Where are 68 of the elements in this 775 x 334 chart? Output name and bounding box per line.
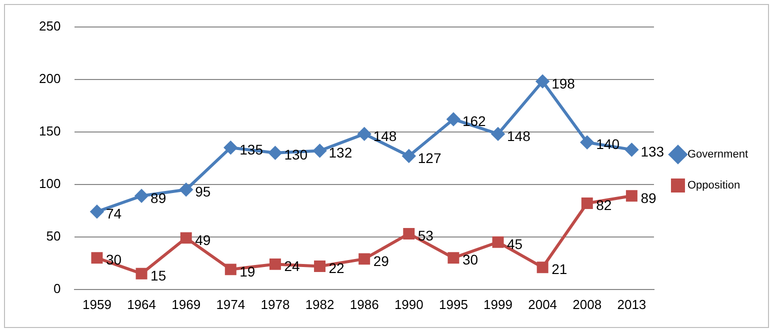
point: [313, 144, 326, 158]
point: [224, 264, 236, 276]
data-label: 148: [507, 128, 531, 144]
point: [91, 252, 103, 264]
data-label: 45: [507, 236, 523, 252]
data-label: 29: [373, 252, 390, 269]
y-tick-label: 150: [38, 123, 61, 138]
data-label: 21: [552, 261, 568, 278]
point: [180, 183, 193, 196]
x-tick-label: 1974: [216, 296, 246, 312]
point: [358, 127, 371, 140]
data-label: 89: [640, 190, 656, 206]
data-label: 148: [373, 128, 397, 144]
data-label: 133: [640, 144, 664, 160]
point: [446, 112, 460, 126]
x-tick-label: 1990: [394, 296, 424, 312]
data-label: 19: [240, 263, 256, 280]
x-tick-label: 1964: [127, 296, 156, 312]
data-label: 132: [328, 144, 352, 161]
y-tick-label: 200: [38, 70, 61, 86]
data-label: 15: [150, 268, 166, 284]
data-label: 22: [328, 260, 345, 276]
point: [269, 258, 281, 270]
y-tick-label: 0: [53, 280, 61, 296]
x-tick-label: 1969: [172, 296, 201, 312]
x-tick-label: 1986: [350, 296, 379, 312]
data-label: 74: [106, 206, 122, 222]
point: [536, 262, 548, 274]
x-tick-label: 1959: [82, 296, 112, 312]
data-label: 127: [418, 150, 442, 166]
data-label: 30: [462, 252, 478, 268]
point: [136, 268, 148, 280]
x-tick-label: 1982: [305, 296, 334, 312]
point: [448, 252, 460, 264]
point: [581, 198, 593, 210]
x-tick-label: 1995: [438, 296, 468, 312]
x-tick-label: 2004: [528, 296, 558, 312]
point: [402, 150, 416, 162]
data-label: 89: [150, 190, 166, 206]
y-tick-label: 250: [38, 18, 61, 34]
point: [626, 190, 638, 202]
data-label: 53: [418, 228, 434, 244]
y-tick-label: 50: [46, 228, 61, 244]
point: [180, 232, 192, 244]
point: [492, 127, 505, 140]
data-label: 95: [195, 183, 211, 200]
point: [90, 205, 104, 218]
legend-label: Government: [687, 148, 748, 161]
data-label: 198: [552, 75, 576, 92]
point: [536, 74, 550, 88]
x-tick-label: 2013: [617, 296, 646, 312]
data-label: 162: [462, 113, 486, 130]
point: [268, 146, 282, 160]
data-label: 49: [195, 232, 211, 248]
point: [492, 236, 504, 248]
x-tick-label: 1999: [484, 296, 512, 312]
legend-label: Opposition: [687, 180, 740, 192]
point: [625, 143, 638, 156]
x-tick-label: 1978: [260, 296, 290, 312]
point: [135, 189, 148, 202]
data-label: 82: [596, 197, 612, 214]
point: [224, 141, 238, 154]
point: [403, 228, 415, 240]
y-tick-label: 100: [38, 176, 61, 191]
x-tick-label: 2008: [572, 296, 602, 312]
point: [358, 253, 370, 265]
point: [314, 260, 326, 272]
point: [580, 136, 594, 149]
